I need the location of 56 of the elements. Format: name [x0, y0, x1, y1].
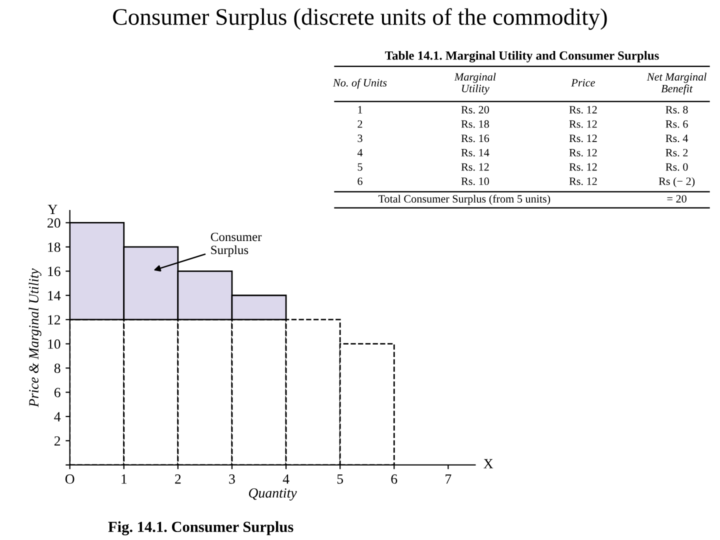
text: Rs. 12 — [569, 106, 597, 114]
text: Rs. 8 — [666, 106, 688, 114]
text: X — [484, 459, 494, 468]
text: Rs. 0 — [666, 163, 688, 171]
y-tick-label: 14 — [48, 291, 61, 300]
y-tick-label: 4 — [54, 412, 61, 422]
text: No. of Units — [332, 78, 387, 89]
y-tick-label: 20 — [48, 218, 60, 228]
text: 6 — [358, 178, 362, 186]
text: Rs. 2 — [666, 148, 688, 156]
x-tick-label: 4 — [282, 474, 290, 484]
y-tick-label: 6 — [54, 388, 60, 398]
text: Y — [48, 204, 58, 214]
x-tick-label: 2 — [175, 474, 181, 484]
text: 5 — [358, 163, 362, 171]
chart-title: Consumer Surplus (discrete units of the commodity) — [113, 8, 607, 30]
y-tick-label: 8 — [54, 364, 60, 374]
x-tick-label: O — [65, 474, 74, 484]
text: 1 — [358, 106, 362, 114]
text: Net Marginal Benefit — [646, 72, 706, 95]
text: Price — [571, 79, 595, 86]
x-tick-label: 1 — [122, 474, 127, 484]
text: Rs. 10 — [461, 178, 489, 186]
y-tick-label: 2 — [54, 436, 60, 446]
text: Rs. 18 — [461, 120, 489, 128]
text: Rs. 6 — [666, 120, 688, 128]
x-tick-label: 6 — [391, 474, 398, 484]
text: Rs. 12 — [569, 178, 597, 186]
text: Rs. 12 — [569, 120, 597, 128]
text: = 20 — [667, 195, 686, 203]
text: Rs. 12 — [569, 148, 597, 156]
text: Total Consumer Surplus (from 5 units) — [378, 194, 550, 205]
text: Rs. 16 — [461, 134, 490, 142]
x-axis-title: Quantity — [248, 488, 297, 501]
text: 3 — [358, 134, 362, 142]
text: Rs. 12 — [461, 163, 489, 171]
text: Rs. 14 — [461, 148, 490, 156]
y-tick-label: 18 — [48, 242, 60, 252]
x-tick-label: 7 — [446, 474, 452, 484]
text: Rs. 4 — [666, 134, 688, 142]
text: Rs. 12 — [569, 163, 597, 171]
caption: Table 14.1. Marginal Utility and Consumer Surplus — [385, 50, 659, 62]
text: Rs (− 2) — [658, 177, 695, 188]
text: 2 — [358, 120, 362, 128]
text: Rs. 12 — [569, 134, 597, 142]
x-tick-label: 5 — [337, 474, 344, 484]
y-tick-label: 10 — [48, 339, 60, 349]
x-tick-label: 3 — [229, 474, 235, 484]
y-tick-label: 12 — [48, 315, 60, 324]
text: Rs. 20 — [461, 106, 489, 114]
text: Marginal Utility — [454, 72, 496, 95]
caption: Fig. 14.1. Consumer Surplus — [108, 521, 294, 536]
y-tick-label: 16 — [48, 266, 60, 276]
annotation: Consumer Surplus — [210, 232, 262, 257]
y-axis-title: Price & Marginal Utility — [28, 268, 42, 408]
text: 4 — [357, 148, 363, 156]
